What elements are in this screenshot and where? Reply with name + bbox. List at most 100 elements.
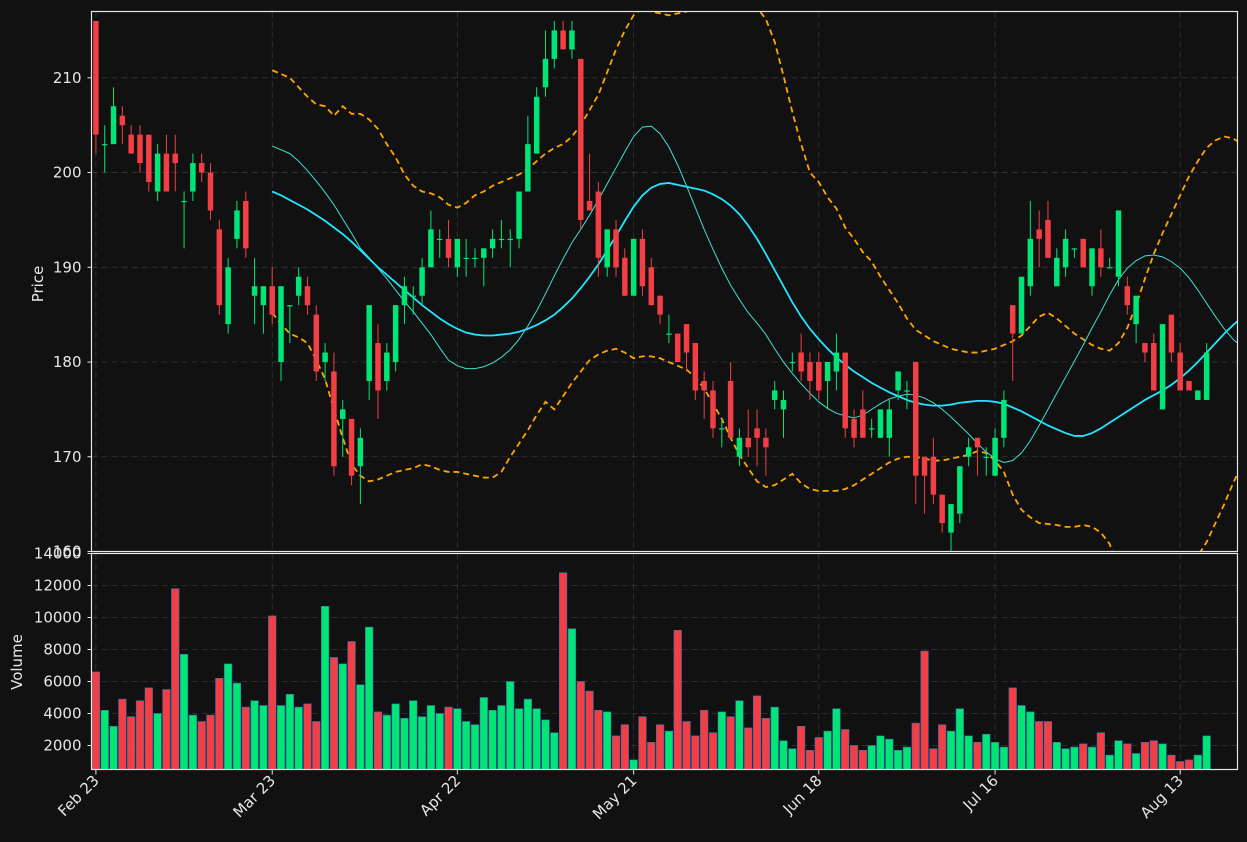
volume-bar	[497, 705, 506, 770]
volume-bar	[1193, 754, 1202, 770]
candle-body	[895, 371, 901, 391]
candle-body	[1009, 305, 1016, 334]
candle-body	[454, 238, 461, 268]
volume-bar	[268, 615, 277, 770]
volume-tick-label: 2000	[43, 737, 81, 755]
candle-body	[551, 30, 558, 59]
volume-bar	[338, 663, 347, 770]
candle-body	[198, 163, 205, 173]
volume-bar	[964, 735, 973, 770]
price-tick-label: 210	[53, 69, 82, 87]
candle-body	[287, 305, 293, 307]
volume-panel: 2000 4000 6000 8000 10000 12000 14000 Volume	[8, 545, 1239, 771]
candle-body	[401, 286, 408, 306]
candle-body	[1098, 248, 1104, 268]
candle-body	[542, 58, 549, 88]
volume-bar	[1202, 735, 1211, 770]
volume-panel-frame	[90, 552, 1239, 771]
candle-body	[639, 238, 646, 287]
volume-bar	[541, 719, 550, 770]
volume-bar	[276, 705, 286, 770]
candle-body	[322, 352, 328, 363]
candle-body	[948, 504, 954, 533]
candle-body	[128, 134, 134, 154]
candle-body	[410, 295, 416, 297]
candle-body	[304, 286, 311, 306]
volume-bar	[708, 732, 718, 770]
volume-tick-label: 10000	[34, 609, 82, 627]
candle-body	[295, 276, 302, 296]
candle-body	[913, 362, 919, 476]
volume-bar	[770, 706, 779, 770]
candle-body	[190, 163, 196, 192]
volume-bar	[179, 653, 189, 770]
volume-bar	[700, 709, 709, 770]
volume-bar	[224, 663, 233, 770]
volume-bar	[805, 749, 815, 770]
candle-body	[481, 248, 487, 258]
candle-body	[930, 456, 937, 495]
volume-bar	[832, 708, 841, 770]
volume-bar	[347, 641, 356, 770]
candle-body	[622, 257, 628, 296]
candle-body	[392, 305, 399, 363]
volume-bar	[611, 735, 621, 770]
volume-bar	[999, 746, 1008, 770]
candle-body	[1062, 238, 1069, 268]
candle-body	[965, 447, 972, 457]
volume-bar	[849, 745, 859, 770]
price-tick-label: 180	[53, 353, 82, 371]
volume-bar	[876, 735, 885, 770]
upper-band-line	[271, 11, 1238, 354]
volume-bar	[1123, 743, 1132, 770]
volume-bar	[576, 681, 585, 770]
volume-tick-label: 8000	[43, 641, 81, 659]
candlestick-series	[93, 20, 1210, 552]
volume-bar	[1043, 721, 1053, 770]
candle-body	[674, 333, 681, 363]
volume-bar	[726, 716, 735, 770]
candle-body	[657, 295, 663, 315]
candle-body	[348, 418, 355, 476]
volume-bar	[479, 697, 488, 770]
volume-bar	[197, 721, 206, 770]
volume-bar	[911, 722, 920, 770]
candle-body	[727, 380, 734, 438]
volume-bar	[1035, 721, 1044, 770]
volume-bar	[1184, 759, 1194, 770]
candle-body	[824, 362, 831, 381]
candle-body	[93, 20, 99, 135]
candle-body	[525, 144, 531, 192]
volume-bar	[532, 708, 541, 770]
volume-bar	[250, 700, 259, 770]
candle-body	[939, 494, 945, 524]
candle-body	[630, 238, 637, 296]
volume-bar	[171, 588, 180, 770]
volume-bar	[682, 721, 691, 770]
slow-moving-average-line	[271, 182, 1238, 437]
candle-body	[163, 153, 170, 192]
volume-bar	[1070, 746, 1079, 770]
price-y-axis: 160 170 180 190 200 210	[53, 69, 92, 561]
volume-bar	[506, 681, 515, 770]
candle-body	[692, 343, 699, 391]
volume-bar	[929, 748, 938, 770]
volume-bar-series	[91, 572, 1211, 770]
volume-bar	[435, 713, 444, 770]
candle-body	[243, 200, 249, 249]
volume-bar	[867, 745, 876, 770]
volume-bar	[788, 748, 797, 770]
candle-body	[507, 238, 513, 241]
candle-body	[366, 305, 372, 381]
volume-bar	[1096, 732, 1105, 770]
candle-body	[428, 229, 434, 268]
candle-body	[384, 352, 390, 381]
candle-body	[119, 115, 126, 126]
candle-body	[1071, 248, 1078, 250]
volume-bar	[938, 724, 947, 770]
candle-body	[745, 437, 751, 448]
candle-body	[489, 238, 496, 249]
candle-body	[340, 409, 346, 419]
volume-bar	[814, 737, 823, 770]
